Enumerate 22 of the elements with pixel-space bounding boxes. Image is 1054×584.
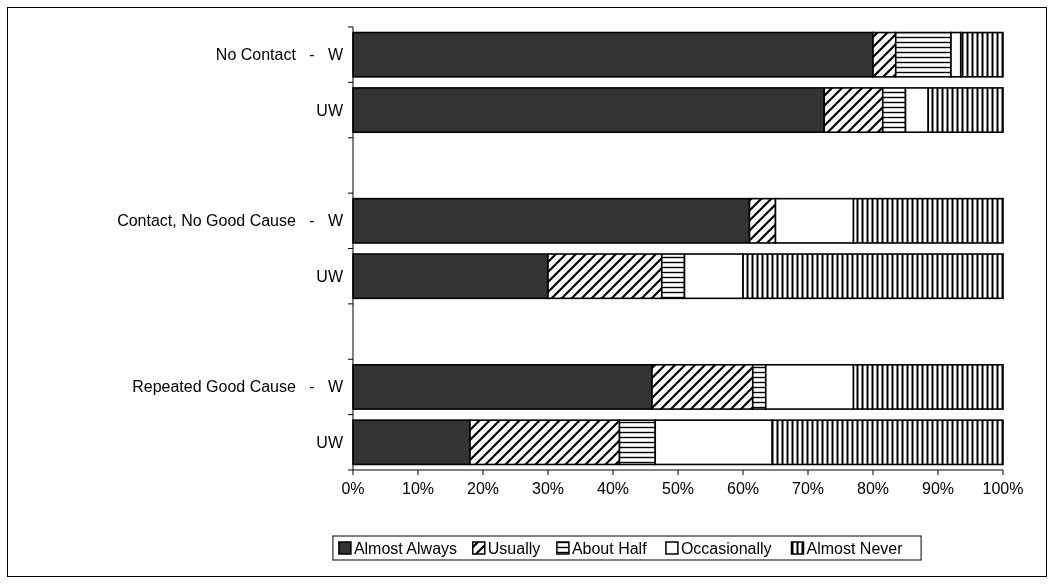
legend-label: Usually [487, 539, 541, 557]
y-tick-label: Repeated Good Cause - W [132, 378, 344, 396]
y-tick-label: UW [316, 267, 344, 285]
x-tick-label: 60% [726, 480, 760, 497]
x-tick-label: 80% [856, 480, 890, 497]
x-tick-label: 70% [791, 480, 825, 497]
legend-label: Almost Never [806, 539, 904, 557]
x-tick-label: 20% [466, 480, 500, 497]
y-tick-label: No Contact - W [215, 46, 344, 64]
y-tick-label: UW [316, 433, 344, 451]
x-tick-label: 40% [596, 480, 630, 497]
x-tick-label: 90% [921, 480, 955, 497]
x-tick-label: 50% [661, 480, 695, 497]
y-tick-label: UW [316, 101, 344, 119]
y-tick-label: Contact, No Good Cause - W [117, 212, 344, 230]
x-tick-label: 100% [982, 480, 1024, 497]
legend-label: Almost Always [353, 539, 458, 557]
x-tick-label: 30% [531, 480, 565, 497]
legend-label: About Half [571, 539, 648, 557]
legend-label: Occasionally [680, 539, 772, 557]
x-tick-label: 10% [401, 480, 435, 497]
x-tick-label: 0% [341, 480, 365, 497]
